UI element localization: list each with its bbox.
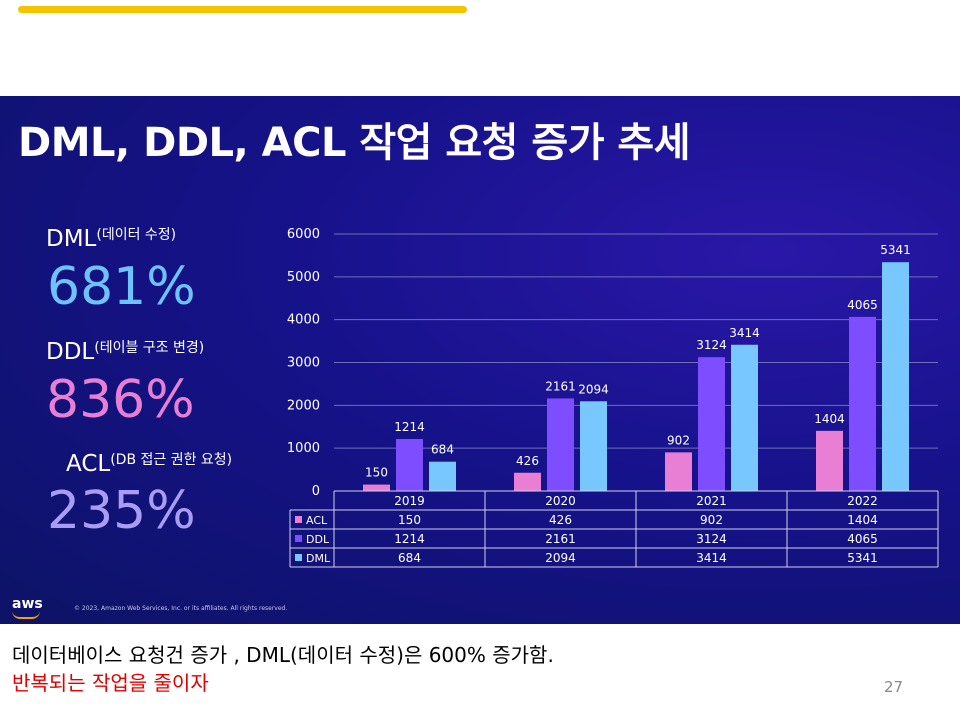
bar-ddl xyxy=(547,398,574,491)
data-label: 1404 xyxy=(814,412,845,426)
slide: DML, DDL, ACL 작업 요청 증가 추세 DML(데이터 수정) 68… xyxy=(0,96,960,624)
x-category-label: 2022 xyxy=(847,494,878,508)
table-cell: 1214 xyxy=(394,532,425,546)
ddl-label: DDL(테이블 구조 변경) xyxy=(46,339,204,365)
acl-value: 235% xyxy=(47,481,196,541)
dml-value: 681% xyxy=(47,257,196,317)
data-label: 4065 xyxy=(847,298,878,312)
data-label: 3124 xyxy=(696,338,727,352)
table-cell: 902 xyxy=(700,513,723,527)
data-label: 1214 xyxy=(394,420,425,434)
bar-acl xyxy=(363,484,390,491)
bar-dml xyxy=(429,461,456,491)
bar-ddl xyxy=(849,316,876,491)
y-tick-label: 0 xyxy=(312,484,320,499)
y-tick-label: 5000 xyxy=(287,270,320,285)
table-cell: 4065 xyxy=(847,532,878,546)
bar-dml xyxy=(731,344,758,491)
page-number: 27 xyxy=(884,678,904,696)
x-category-label: 2021 xyxy=(696,494,727,508)
bar-acl xyxy=(514,472,541,491)
aws-logo: aws xyxy=(12,596,43,619)
bar-ddl xyxy=(698,357,725,491)
table-cell: 3124 xyxy=(696,532,727,546)
data-label: 684 xyxy=(431,443,454,457)
y-tick-label: 1000 xyxy=(287,441,320,456)
speaker-note-line2: 반복되는 작업을 줄이자 xyxy=(12,671,209,695)
legend-label-acl: ACL xyxy=(306,514,328,527)
data-label: 3414 xyxy=(729,326,760,340)
bar-acl xyxy=(816,430,843,491)
table-cell: 3414 xyxy=(696,551,727,565)
top-accent-bar xyxy=(18,6,467,13)
table-cell: 150 xyxy=(398,513,421,527)
legend-swatch-dml xyxy=(295,554,302,561)
ddl-name: DDL xyxy=(46,339,95,365)
y-tick-label: 3000 xyxy=(287,356,320,371)
aws-smile-icon xyxy=(12,611,40,619)
speaker-note-line1: 데이터베이스 요청건 증가 , DML(데이터 수정)은 600% 증가함. xyxy=(12,643,554,667)
ddl-value: 836% xyxy=(46,370,195,430)
bar-chart: 0 1000 2000 3000 4000 5000 6000 150 1214 684 426 21… xyxy=(287,227,939,568)
y-tick-label: 2000 xyxy=(287,398,320,413)
table-cell: 684 xyxy=(398,551,421,565)
data-label: 2094 xyxy=(578,382,609,396)
table-cell: 5341 xyxy=(847,551,878,565)
bar-acl xyxy=(665,452,692,491)
y-tick-label: 6000 xyxy=(287,227,320,242)
data-label: 150 xyxy=(365,466,388,480)
ddl-note: (테이블 구조 변경) xyxy=(94,340,205,356)
table-cell: 2161 xyxy=(545,532,576,546)
table-cell: 426 xyxy=(549,513,572,527)
aws-logo-text: aws xyxy=(12,596,43,612)
legend-swatch-acl xyxy=(295,516,302,523)
legend-label-ddl: DDL xyxy=(306,533,330,546)
data-label: 2161 xyxy=(545,379,576,393)
bar-dml xyxy=(580,401,607,491)
data-label: 5341 xyxy=(880,243,911,257)
bar-dml xyxy=(882,262,909,491)
legend-label-dml: DML xyxy=(306,552,331,565)
table-cell: 1404 xyxy=(847,513,878,527)
dml-label: DML(데이터 수정) xyxy=(46,226,176,252)
data-label: 902 xyxy=(667,433,690,447)
legend-swatch-ddl xyxy=(295,535,302,542)
x-category-label: 2020 xyxy=(545,494,576,508)
y-tick-label: 4000 xyxy=(287,313,320,328)
table-cell: 2094 xyxy=(545,551,576,565)
acl-label: ACL(DB 접근 권한 요청) xyxy=(66,451,232,477)
acl-note: (DB 접근 권한 요청) xyxy=(110,452,233,468)
copyright-text: © 2023, Amazon Web Services, Inc. or its… xyxy=(74,605,288,612)
acl-name: ACL xyxy=(66,451,111,477)
x-category-label: 2019 xyxy=(394,494,425,508)
slide-title: DML, DDL, ACL 작업 요청 증가 추세 xyxy=(18,120,691,166)
dml-name: DML xyxy=(46,226,97,252)
dml-note: (데이터 수정) xyxy=(96,227,177,243)
bar-ddl xyxy=(396,439,423,491)
data-label: 426 xyxy=(516,454,539,468)
